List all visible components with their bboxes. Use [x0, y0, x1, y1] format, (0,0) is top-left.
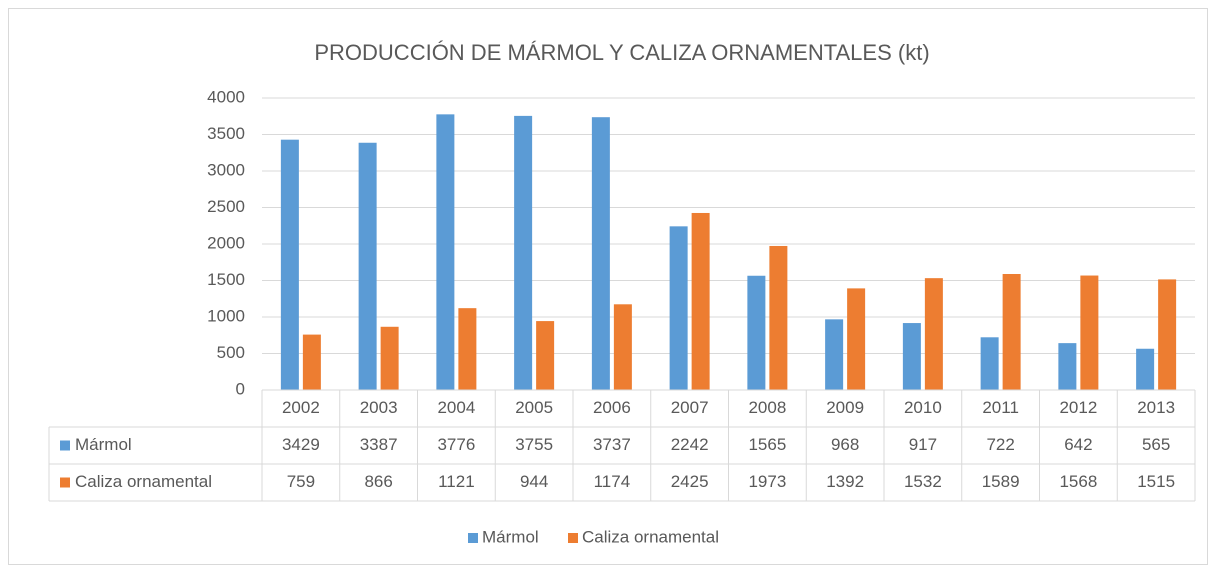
table-value: 3755 [515, 435, 553, 454]
table-value: 642 [1064, 435, 1092, 454]
table-value: 759 [287, 472, 315, 491]
y-tick-label: 1000 [207, 306, 245, 325]
bar [769, 245, 788, 390]
y-tick-label: 2500 [207, 197, 245, 216]
x-tick-label: 2011 [982, 398, 1019, 417]
bar [380, 326, 399, 390]
table-value: 944 [520, 472, 548, 491]
legend-key [568, 533, 578, 543]
x-tick-label: 2006 [593, 398, 631, 417]
table-value: 2242 [671, 435, 709, 454]
bar [1058, 343, 1077, 390]
table-row-label: Mármol [75, 435, 132, 454]
bar [458, 308, 477, 390]
table-value: 1174 [594, 472, 631, 491]
table-row-label: Caliza ornamental [75, 472, 212, 491]
table-value: 1515 [1137, 472, 1175, 491]
bar [825, 319, 844, 390]
bar [1158, 279, 1177, 390]
table-value: 917 [909, 435, 937, 454]
table-value: 1392 [826, 472, 864, 491]
x-tick-label: 2008 [748, 398, 786, 417]
x-tick-label: 2010 [904, 398, 942, 417]
bar [1002, 274, 1021, 390]
bar [514, 115, 533, 390]
table-value: 722 [986, 435, 1014, 454]
x-tick-label: 2004 [437, 398, 475, 417]
bar [436, 114, 455, 391]
table-value: 1589 [982, 472, 1020, 491]
table-key [60, 477, 70, 488]
table-key [60, 440, 70, 451]
bar [980, 337, 999, 390]
x-tick-label: 2007 [671, 398, 709, 417]
bar [847, 288, 866, 390]
bar [358, 142, 377, 390]
y-tick-label: 3500 [207, 124, 245, 143]
bar [536, 321, 555, 390]
legend-label: Mármol [482, 527, 539, 546]
x-tick-label: 2002 [282, 398, 320, 417]
table-value: 968 [831, 435, 859, 454]
bar [302, 334, 321, 390]
legend-label: Caliza ornamental [582, 527, 719, 546]
bar [280, 139, 299, 390]
table-value: 1568 [1059, 472, 1097, 491]
x-tick-label: 2013 [1137, 398, 1175, 417]
table-value: 1121 [438, 472, 475, 491]
table-value: 3387 [360, 435, 398, 454]
y-tick-label: 3000 [207, 160, 245, 179]
table-value: 1565 [748, 435, 786, 454]
bar [1080, 275, 1099, 390]
bar [747, 275, 766, 390]
bar [591, 117, 610, 390]
x-tick-label: 2012 [1059, 398, 1097, 417]
table-value: 3776 [437, 435, 475, 454]
legend-key [468, 533, 478, 543]
y-tick-label: 500 [217, 343, 245, 362]
x-tick-label: 2005 [515, 398, 553, 417]
y-tick-label: 2000 [207, 233, 245, 252]
table-value: 3429 [282, 435, 320, 454]
x-tick-label: 2003 [360, 398, 398, 417]
bar [924, 278, 943, 390]
bar [902, 323, 921, 390]
x-tick-label: 2009 [826, 398, 864, 417]
table-value: 866 [364, 472, 392, 491]
bar [613, 304, 632, 390]
table-value: 1973 [748, 472, 786, 491]
table-value: 1532 [904, 472, 942, 491]
chart-title: PRODUCCIÓN DE MÁRMOL Y CALIZA ORNAMENTAL… [314, 40, 929, 65]
bar [1136, 348, 1155, 390]
table-value: 565 [1142, 435, 1170, 454]
y-tick-label: 0 [236, 379, 245, 398]
table-value: 3737 [593, 435, 631, 454]
bar [669, 226, 688, 390]
y-tick-label: 1500 [207, 270, 245, 289]
bar [691, 212, 710, 390]
table-value: 2425 [671, 472, 709, 491]
y-tick-label: 4000 [207, 87, 245, 106]
